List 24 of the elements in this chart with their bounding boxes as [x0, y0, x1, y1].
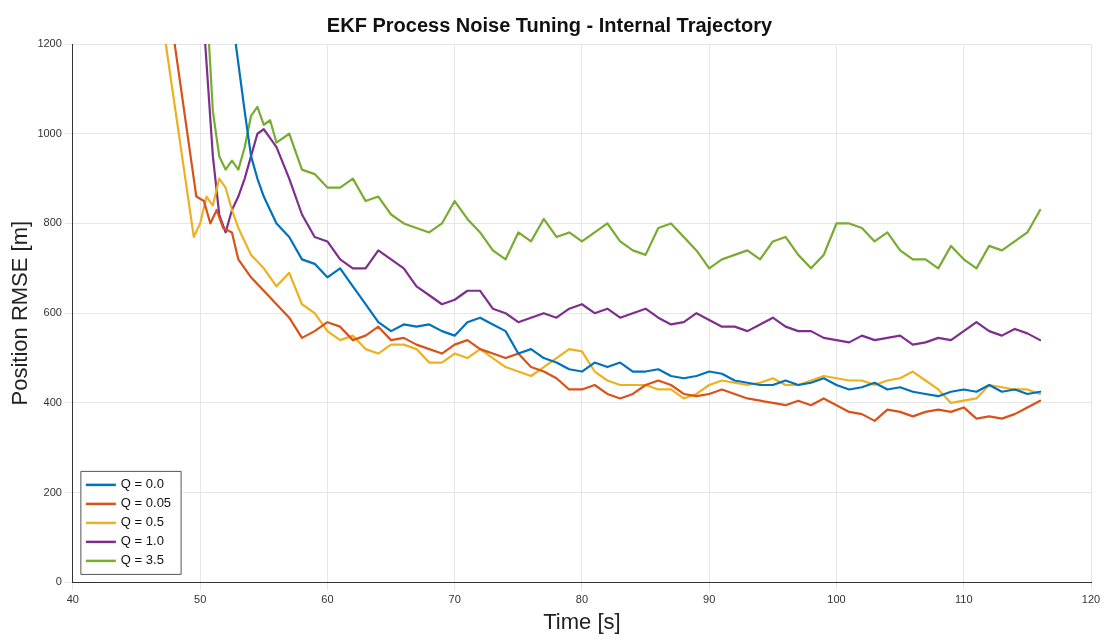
x-tick-label: 80: [575, 593, 589, 606]
y-tick-label: 600: [43, 306, 62, 319]
y-axis-title: Position RMSE [m]: [7, 220, 33, 406]
chart-title: EKF Process Noise Tuning - Internal Trajectory: [326, 13, 774, 36]
x-axis-title: Time [s]: [543, 608, 621, 634]
x-tick-label: 110: [954, 593, 973, 606]
y-tick-label: 1200: [37, 37, 62, 50]
x-tick-label: 90: [703, 593, 716, 606]
legend-label: Q = 0.5: [120, 514, 164, 530]
legend-label: Q = 1.0: [120, 533, 164, 549]
x-tick-label: 70: [448, 593, 461, 606]
y-tick-label: 0: [55, 575, 62, 588]
legend-label: Q = 0.05: [120, 495, 172, 511]
y-tick-label: 200: [43, 485, 62, 498]
legend-label: Q = 3.5: [120, 552, 164, 568]
x-tick-label: 50: [194, 593, 207, 606]
y-tick-label: 400: [43, 395, 62, 408]
x-tick-label: 40: [66, 593, 79, 606]
y-tick-label: 800: [43, 216, 62, 229]
legend-label: Q = 0.0: [120, 476, 164, 492]
x-tick-label: 100: [827, 593, 846, 606]
y-tick-label: 1000: [37, 126, 62, 139]
x-tick-label: 120: [1081, 593, 1101, 606]
x-tick-label: 60: [321, 593, 334, 606]
